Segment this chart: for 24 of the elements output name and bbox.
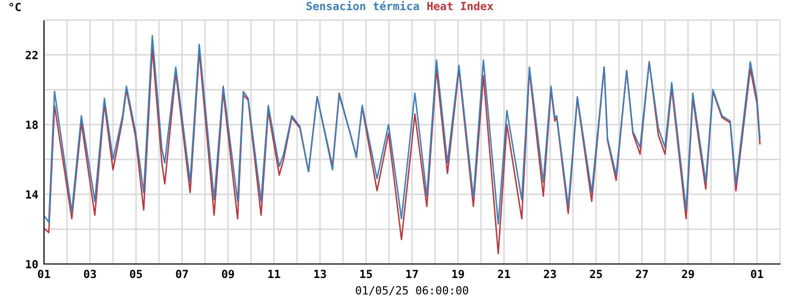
y-tick-label: 10 <box>26 260 38 268</box>
y-tick-label: 14 <box>26 190 38 199</box>
x-tick-label: 09 <box>222 270 234 278</box>
text: Heat Index <box>427 2 494 10</box>
x-axis-title: 01/05/25 06:00:00 <box>356 286 468 296</box>
x-tick-label: 07 <box>176 270 188 278</box>
text: Sensacion térmica <box>306 1 419 10</box>
x-tick-label: 17 <box>406 270 418 278</box>
x-tick-label: 11 <box>268 270 280 278</box>
x-tick-label: 21 <box>498 270 510 278</box>
x-tick-label: 27 <box>636 270 648 278</box>
x-tick-label: 05 <box>130 270 142 278</box>
x-tick-label: 23 <box>544 270 556 278</box>
x-tick-label: 19 <box>452 270 464 278</box>
y-tick-label: 22 <box>26 50 38 60</box>
y-axis-title: °C <box>10 2 21 12</box>
x-tick-label: 15 <box>360 270 372 278</box>
x-tick-label: 03 <box>84 270 96 278</box>
x-tick-label: 13 <box>314 270 326 278</box>
y-tick-label: 18 <box>26 120 38 129</box>
x-tick-label: 25 <box>590 270 602 278</box>
x-tick-label: 01 <box>38 270 50 278</box>
x-tick-label: 01 <box>750 270 764 278</box>
x-tick-label: 29 <box>682 270 694 278</box>
